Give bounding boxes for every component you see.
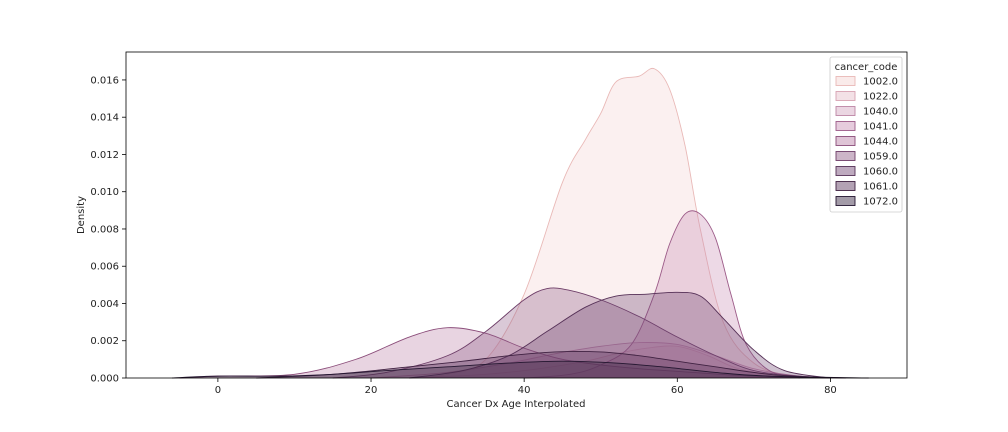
legend-box [829, 56, 903, 213]
x-tick-label: 20 [365, 385, 378, 396]
legend-label: 1059.0 [863, 152, 898, 163]
legend-label: 1041.0 [863, 122, 898, 133]
plot-frame [125, 51, 908, 379]
density-area-1044.0 [179, 327, 831, 378]
y-tick-label: 0.014 [90, 113, 119, 124]
legend-title: cancer_code [835, 62, 898, 73]
x-axis-label: Cancer Dx Age Interpolated [447, 399, 586, 410]
y-tick-label: 0.002 [90, 336, 119, 347]
legend-label: 1040.0 [863, 107, 898, 118]
y-axis-label: Density [76, 196, 87, 234]
legend-swatch [835, 121, 856, 131]
legend-label: 1061.0 [863, 182, 898, 193]
legend-swatch [835, 181, 856, 191]
legend-items: 1002.0 1022.0 1040.0 1041.0 1044.0 1059.0 1060… [835, 76, 898, 208]
y-tick-label: 0.008 [90, 224, 119, 235]
legend-swatch [835, 196, 856, 206]
y-tick-label: 0.004 [90, 299, 119, 310]
density-line-1022.0 [409, 345, 831, 379]
y-axis-ticks: 0.000 0.002 0.004 0.006 0.008 0.010 0.012 0.014… [90, 75, 126, 385]
density-line-1040.0 [370, 342, 846, 379]
legend-swatch [835, 106, 856, 116]
density-area-1022.0 [409, 345, 831, 378]
density-areas [171, 67, 869, 379]
legend-swatch [835, 136, 856, 146]
legend-label: 1044.0 [863, 137, 898, 148]
x-axis-ticks: 0 20 40 60 80 [215, 378, 837, 396]
density-line-1061.0 [256, 351, 831, 379]
legend: cancer_code 1002.0 1022.0 1040.0 1041.0 1044… [829, 56, 903, 213]
x-tick-label: 60 [671, 385, 684, 396]
x-tick-label: 0 [215, 385, 221, 396]
legend-label: 1072.0 [863, 197, 898, 208]
y-tick-label: 0.012 [90, 150, 119, 161]
legend-swatch [835, 76, 856, 86]
y-tick-label: 0.010 [90, 187, 119, 198]
legend-swatch [835, 166, 856, 176]
legend-label: 1060.0 [863, 167, 898, 178]
density-area-1060.0 [409, 292, 831, 378]
x-tick-label: 80 [824, 385, 837, 396]
y-tick-label: 0.000 [90, 374, 119, 385]
density-area-1061.0 [256, 351, 831, 378]
density-line-1059.0 [332, 287, 846, 379]
density-area-1040.0 [371, 342, 846, 378]
legend-swatch [835, 91, 856, 101]
legend-label: 1002.0 [863, 77, 898, 88]
density-area-1059.0 [332, 287, 846, 378]
density-line-1002.0 [409, 67, 831, 379]
y-tick-label: 0.016 [90, 75, 119, 86]
density-area-1041.0 [524, 210, 800, 378]
legend-swatch [835, 151, 856, 161]
density-line-1044.0 [179, 327, 831, 379]
x-tick-label: 40 [518, 385, 531, 396]
legend-label: 1022.0 [863, 92, 898, 103]
density-area-1002.0 [409, 68, 831, 378]
y-tick-label: 0.006 [90, 262, 119, 273]
density-line-1072.0 [171, 360, 869, 379]
